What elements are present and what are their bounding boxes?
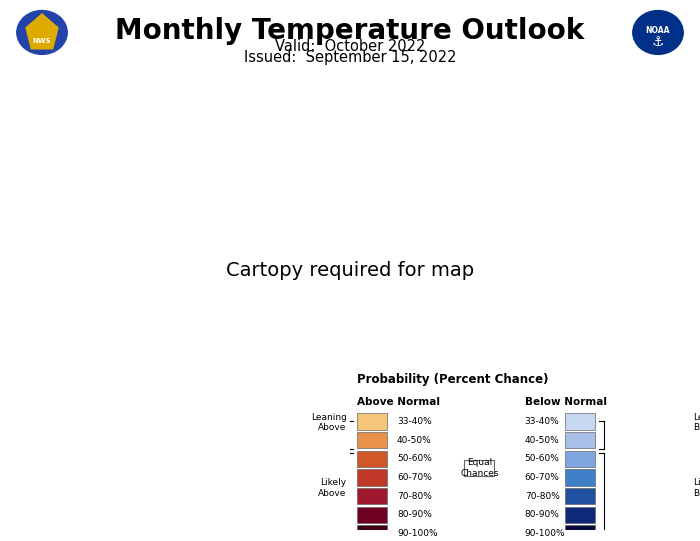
FancyBboxPatch shape	[357, 525, 387, 541]
FancyBboxPatch shape	[357, 413, 387, 430]
Text: Valid:  October 2022: Valid: October 2022	[275, 39, 425, 54]
Circle shape	[633, 11, 683, 55]
FancyBboxPatch shape	[565, 506, 595, 523]
Text: 50-60%: 50-60%	[525, 454, 559, 463]
Polygon shape	[25, 13, 59, 50]
FancyBboxPatch shape	[565, 470, 595, 486]
FancyBboxPatch shape	[357, 488, 387, 504]
Text: 40-50%: 40-50%	[397, 436, 432, 445]
Text: Above Normal: Above Normal	[357, 397, 440, 407]
Text: NOAA: NOAA	[645, 25, 671, 35]
FancyBboxPatch shape	[464, 460, 494, 476]
Text: 90-100%: 90-100%	[525, 529, 566, 538]
FancyBboxPatch shape	[565, 488, 595, 504]
Text: Probability (Percent Chance): Probability (Percent Chance)	[357, 373, 548, 386]
Text: Below Normal: Below Normal	[525, 397, 607, 407]
Text: 50-60%: 50-60%	[397, 454, 432, 463]
Text: Leaning
Below: Leaning Below	[693, 413, 700, 432]
Text: Equal
Chances: Equal Chances	[460, 458, 498, 478]
Text: Cartopy required for map: Cartopy required for map	[226, 261, 474, 280]
Text: 33-40%: 33-40%	[525, 417, 559, 426]
Text: Likely
Below: Likely Below	[693, 478, 700, 498]
Text: 90-100%: 90-100%	[397, 529, 438, 538]
Text: Issued:  September 15, 2022: Issued: September 15, 2022	[244, 50, 456, 65]
Text: 33-40%: 33-40%	[397, 417, 432, 426]
FancyBboxPatch shape	[357, 470, 387, 486]
FancyBboxPatch shape	[565, 451, 595, 467]
FancyBboxPatch shape	[565, 413, 595, 430]
Text: Monthly Temperature Outlook: Monthly Temperature Outlook	[116, 17, 584, 45]
Text: 70-80%: 70-80%	[397, 492, 432, 500]
FancyBboxPatch shape	[357, 451, 387, 467]
Text: 40-50%: 40-50%	[525, 436, 559, 445]
Text: 60-70%: 60-70%	[525, 473, 559, 482]
FancyBboxPatch shape	[565, 525, 595, 541]
Text: Likely
Above: Likely Above	[318, 478, 346, 498]
Text: ⚓: ⚓	[652, 35, 664, 49]
Text: 80-90%: 80-90%	[397, 510, 432, 519]
Text: 80-90%: 80-90%	[525, 510, 559, 519]
Text: Leaning
Above: Leaning Above	[311, 413, 346, 432]
FancyBboxPatch shape	[357, 432, 387, 448]
Text: 70-80%: 70-80%	[525, 492, 559, 500]
Text: NWS: NWS	[33, 38, 51, 44]
FancyBboxPatch shape	[357, 506, 387, 523]
FancyBboxPatch shape	[565, 432, 595, 448]
Text: 60-70%: 60-70%	[397, 473, 432, 482]
Circle shape	[17, 11, 67, 55]
